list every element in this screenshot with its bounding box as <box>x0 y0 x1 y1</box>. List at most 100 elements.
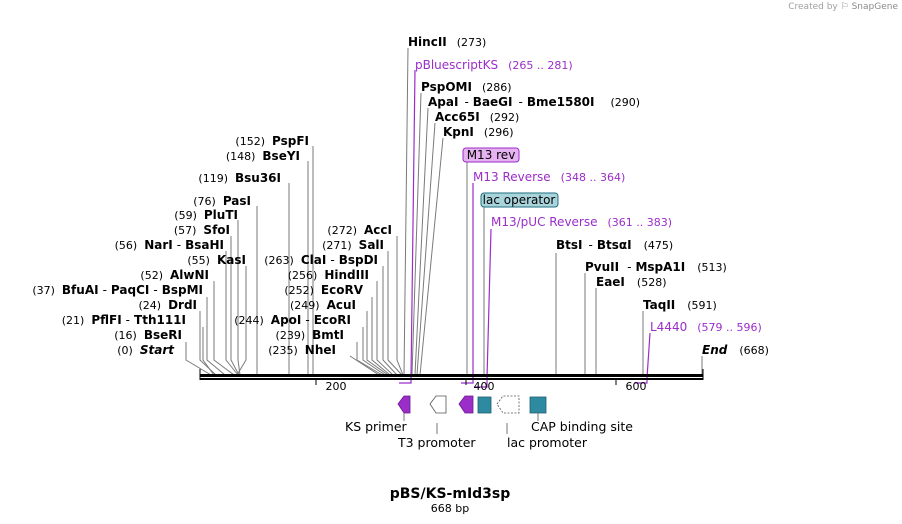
feature-label-lac-promoter[interactable]: lac promoter <box>507 435 588 450</box>
feature-glyphs <box>397 395 547 434</box>
leader-hincii <box>403 47 409 376</box>
feature-label-ks-primer[interactable]: KS primer <box>345 419 408 434</box>
leader-apoi <box>362 327 386 376</box>
enzyme-label-pluti[interactable]: (59) PluTI <box>174 208 238 222</box>
enzyme-label-bseyi[interactable]: (148) BseYI <box>226 149 300 163</box>
snapgene-logo-icon: ⚐ <box>840 2 849 12</box>
enzyme-label-acci[interactable]: (272) AccI <box>327 223 392 237</box>
start-label: (0) Start <box>117 343 175 357</box>
leader-bfuai <box>206 297 226 376</box>
leader-alwni <box>213 281 235 376</box>
backbone-top-strand <box>200 374 703 377</box>
enzyme-label-bfuai[interactable]: (37) BfuAI - PaqCI - BspMI <box>32 283 203 297</box>
scale-label-400: 400 <box>474 380 495 393</box>
enzyme-label-pasi[interactable]: (76) PasI <box>193 194 251 208</box>
primer-label-m13puc[interactable]: M13/pUC Reverse (361 .. 383) <box>491 215 672 229</box>
leader-lines <box>185 47 703 376</box>
enzyme-label-drdi[interactable]: (24) DrdI <box>138 298 197 312</box>
leader-kpni <box>419 137 444 376</box>
primer-bar-m13puc <box>474 378 488 388</box>
enzyme-label-acui[interactable]: (249) AcuI <box>290 298 356 312</box>
m13-rev-label-box[interactable] <box>462 147 520 163</box>
lac-operator-label: lac operator <box>483 193 556 207</box>
enzyme-label-pspomi[interactable]: PspOMI (286) <box>421 80 512 94</box>
leader-sali <box>387 251 403 376</box>
enzyme-label-hincii[interactable]: HincII (273) <box>408 35 486 49</box>
primer-labels: pBluescriptKS (265 .. 281) M13 Reverse (34… <box>415 58 762 334</box>
primer-label-pbluescriptks[interactable]: pBluescriptKS (265 .. 281) <box>415 58 573 72</box>
enzyme-label-acc65i[interactable]: Acc65I (292) <box>435 110 519 124</box>
enzyme-label-sfoi[interactable]: (57) SfoI <box>174 223 230 237</box>
leader-clai <box>382 266 398 376</box>
enzyme-label-pspfi[interactable]: (152) PspFI <box>235 134 309 148</box>
enzyme-label-pvuii[interactable]: PvuII - MspA1I (513) <box>585 260 727 274</box>
enzyme-label-alwni[interactable]: (52) AlwNI <box>140 268 209 282</box>
leader-kasi <box>236 266 247 376</box>
top-enzyme-labels: HincII (273) PspOMI (286) ApaI - BaeGI - Bme15… <box>408 35 640 139</box>
leader-bseri <box>185 342 212 376</box>
enzyme-label-apoi[interactable]: (244) ApoI - EcoRI <box>234 313 351 327</box>
m13-rev-arrow[interactable] <box>458 395 474 414</box>
end-label: End (668) <box>702 343 769 357</box>
feature-names: KS primer T3 promoter lac promoter CAP b… <box>345 419 633 450</box>
primer-leader-m13puc <box>486 228 492 379</box>
enzyme-label-apai[interactable]: ApaI - BaeGI - Bme1580I (290) <box>428 95 640 109</box>
enzyme-label-taqii[interactable]: TaqII (591) <box>643 298 717 312</box>
leader-acc65i <box>416 122 436 376</box>
leader-acci <box>396 236 404 376</box>
enzyme-label-bseri[interactable]: (16) BseRI <box>114 328 182 342</box>
ks-primer-arrow[interactable] <box>397 395 411 414</box>
leader-pluti <box>237 220 241 376</box>
lac-operator-box[interactable] <box>477 396 492 414</box>
watermark-prefix: Created by <box>788 2 838 12</box>
leader-nari <box>225 251 239 376</box>
primer-label-m13reverse[interactable]: M13 Reverse (348 .. 364) <box>473 170 625 184</box>
enzyme-label-bsu36i[interactable]: (119) Bsu36I <box>198 171 281 185</box>
backbone <box>199 369 704 385</box>
lac-promoter-arrow[interactable] <box>496 395 520 414</box>
enzyme-label-hindiii[interactable]: (256) HindIII <box>288 268 369 282</box>
boxed-feature-labels: M13 rev lac operator <box>462 147 559 208</box>
map-length: 668 bp <box>431 502 469 515</box>
leader-sfoi <box>230 236 240 376</box>
primer-label-l4440[interactable]: L4440 (579 .. 596) <box>650 320 762 334</box>
enzyme-label-btsi[interactable]: BtsI - BtsαI (475) <box>556 238 673 252</box>
primer-leader-l4440 <box>646 332 651 379</box>
backbone-bottom-strand <box>200 378 703 380</box>
feature-label-t3-promoter[interactable]: T3 promoter <box>397 435 476 450</box>
enzyme-label-sali[interactable]: (271) SalI <box>322 238 384 252</box>
watermark: Created by ⚐ SnapGene <box>788 2 898 12</box>
cap-binding-site-box[interactable] <box>529 396 547 414</box>
leader-acui <box>366 311 389 376</box>
enzyme-label-kpni[interactable]: KpnI (296) <box>443 125 514 139</box>
leader-apai <box>414 107 429 376</box>
t3-promoter-arrow[interactable] <box>429 395 447 414</box>
leader-nhei <box>349 355 380 376</box>
scale-label-600: 600 <box>626 380 647 393</box>
lac-operator-label-box[interactable] <box>480 192 559 208</box>
enzyme-label-clai[interactable]: (263) ClaI - BspDI <box>264 253 378 267</box>
right-enzyme-labels: BtsI - BtsαI (475) PvuII - MspA1I (513) EaeI (5… <box>556 238 769 357</box>
enzyme-label-pflfi[interactable]: (21) PflFI - Tth111I <box>62 313 186 327</box>
feature-label-cap-binding-site[interactable]: CAP binding site <box>531 419 633 434</box>
leader-ecorv <box>371 297 391 376</box>
m13-rev-label: M13 rev <box>467 148 516 162</box>
enzyme-label-bmti[interactable]: (239) BmtI <box>276 328 344 342</box>
scale-labels: 200 400 600 <box>326 380 647 393</box>
enzyme-label-nhei[interactable]: (235) NheI <box>268 343 336 357</box>
map-title: pBS/KS-mId3sp <box>390 486 511 502</box>
leader-hindiii <box>376 281 394 376</box>
primer-leader-pbluescriptks <box>410 69 416 379</box>
enzyme-label-eaei[interactable]: EaeI (528) <box>596 275 667 289</box>
left-enzyme-labels: (152) PspFI (148) BseYI (119) Bsu36I (76) Pa… <box>32 134 309 357</box>
leader-pflfi <box>202 327 215 376</box>
enzyme-label-nari[interactable]: (56) NarI - BsaHI <box>115 238 224 252</box>
scale-label-200: 200 <box>326 380 347 393</box>
watermark-brand: SnapGene <box>851 2 898 12</box>
enzyme-label-kasi[interactable]: (55) KasI <box>187 253 246 267</box>
enzyme-label-ecorv[interactable]: (252) EcoRV <box>284 283 363 297</box>
leader-pspomi <box>411 92 422 376</box>
mid-enzyme-labels: (272) AccI (271) SalI (263) ClaI - BspDI (256… <box>234 223 392 357</box>
